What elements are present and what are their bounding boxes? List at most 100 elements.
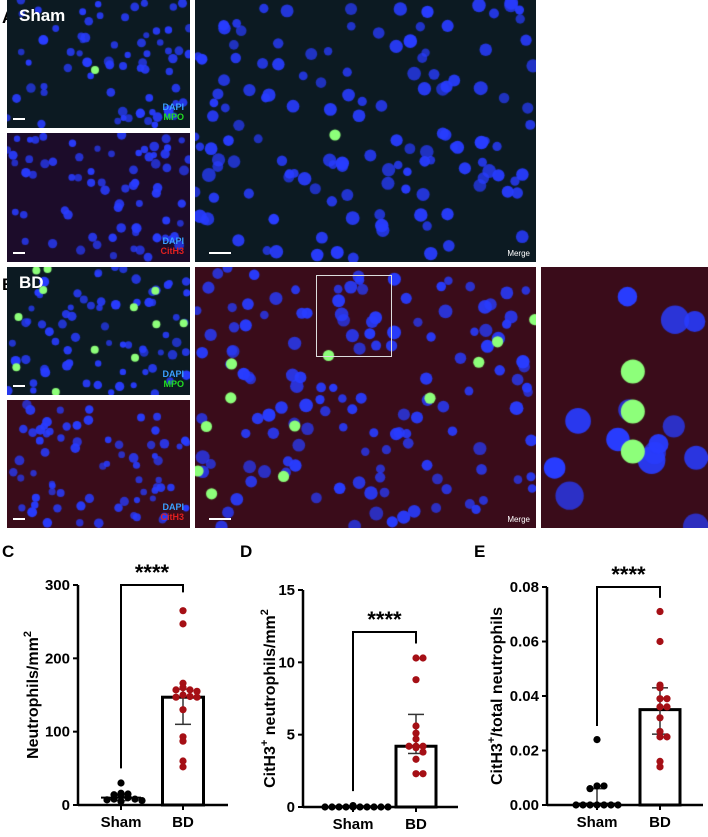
stain-label-cith3: CitH3 (160, 246, 184, 256)
data-point (663, 733, 671, 741)
data-point (363, 803, 371, 811)
x-tick-label: BD (649, 814, 671, 831)
data-point (656, 684, 664, 692)
merge-label: Merge (507, 515, 530, 524)
data-point (600, 782, 608, 790)
data-point (593, 801, 601, 809)
data-point (600, 801, 608, 809)
scale-bar (13, 385, 25, 387)
y-tick-label: 300 (45, 577, 70, 594)
data-point (179, 620, 187, 628)
scale-bar (13, 518, 25, 520)
stain-label-dapi: DAPI (162, 502, 184, 512)
y-tick-label: 0 (287, 799, 295, 816)
data-point (131, 795, 139, 803)
y-tick-label: 0.08 (510, 579, 539, 596)
x-tick-label: BD (405, 816, 427, 833)
y-tick-label: 0.06 (510, 634, 539, 651)
data-point (349, 801, 357, 810)
panel-label-e: E (474, 542, 486, 561)
x-tick-label: Sham (101, 814, 142, 831)
merge-label: Merge (507, 249, 530, 258)
data-point (663, 703, 671, 711)
x-tick-label: Sham (577, 814, 618, 831)
data-point (656, 714, 664, 722)
data-point (179, 684, 187, 692)
data-point (110, 795, 118, 803)
micrograph-bd-mpo: BD DAPI MPO (7, 267, 190, 395)
data-point (614, 801, 622, 809)
data-point (179, 607, 187, 615)
data-point (186, 692, 194, 701)
data-point (586, 801, 594, 809)
y-tick-label: 0 (62, 797, 70, 814)
data-point (179, 757, 187, 765)
data-point (193, 693, 201, 701)
data-point (656, 637, 664, 646)
y-tick-label: 15 (278, 582, 295, 599)
data-point (412, 735, 420, 743)
scale-bar (13, 118, 25, 120)
data-point (335, 803, 343, 811)
data-point (586, 785, 594, 793)
data-point (405, 742, 413, 750)
stain-label-dapi: DAPI (162, 236, 184, 246)
data-point (193, 687, 201, 695)
data-point (172, 693, 180, 701)
stain-label-mpo: MPO (163, 379, 184, 389)
y-tick-label: 0.00 (510, 797, 539, 814)
significance-label: **** (367, 607, 402, 632)
data-point (593, 782, 601, 790)
data-point (607, 801, 615, 809)
y-axis-label: Neutrophils/mm2 (22, 631, 42, 759)
data-point (419, 748, 427, 756)
x-tick-label: BD (172, 814, 194, 831)
stain-label-cith3: CitH3 (160, 512, 184, 522)
data-point (321, 803, 329, 811)
data-point (179, 691, 187, 699)
y-tick-label: 0.04 (510, 688, 540, 705)
micrograph-image (7, 133, 190, 262)
data-point (656, 763, 664, 771)
data-point (412, 729, 420, 737)
data-point (412, 722, 420, 730)
data-point (412, 744, 420, 752)
data-point (377, 803, 385, 811)
y-tick-label: 0.02 (510, 743, 539, 760)
data-point (179, 706, 187, 714)
micrograph-bd-cith3: DAPI CitH3 (7, 400, 190, 528)
data-point (419, 770, 427, 778)
micrograph-image (7, 400, 190, 528)
micrograph-sham-mpo: Sham DAPI MPO (7, 0, 190, 128)
data-point (656, 703, 664, 711)
panel-label-c: C (2, 542, 15, 561)
data-point (356, 803, 364, 811)
data-point (138, 797, 146, 805)
micrograph-image (7, 267, 190, 395)
data-point (117, 792, 125, 800)
data-point (579, 801, 587, 809)
significance-label: **** (611, 562, 646, 587)
scale-bar (13, 252, 25, 254)
data-point (593, 736, 601, 744)
data-point (663, 695, 671, 703)
micrograph-bd-merge: Merge (195, 267, 536, 528)
data-point (186, 686, 194, 694)
data-point (419, 654, 427, 662)
scale-bar (209, 252, 231, 254)
significance-bracket (120, 584, 184, 769)
data-point (572, 801, 580, 809)
data-point (172, 686, 180, 694)
stain-label-dapi: DAPI (162, 369, 184, 379)
data-point (656, 695, 664, 703)
significance-bracket (352, 630, 417, 792)
micrograph-image (7, 0, 190, 128)
data-point (656, 727, 664, 736)
data-point (370, 803, 378, 811)
group-label-sham: Sham (19, 6, 66, 25)
micrograph-sham-cith3: DAPI CitH3 (7, 133, 190, 262)
data-point (384, 803, 392, 811)
data-point (179, 737, 187, 745)
significance-bracket (596, 586, 661, 726)
